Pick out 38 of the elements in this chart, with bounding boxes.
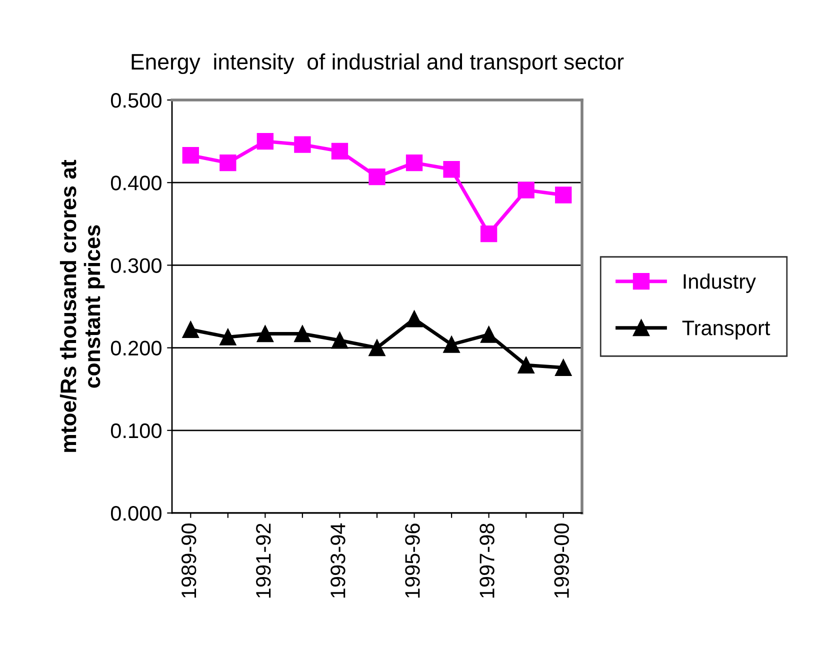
chart-title: Energy intensity of industrial and transport sector [132,53,624,74]
y-tick-label: 0.100 [110,423,162,438]
point [480,225,498,242]
point [555,359,572,376]
y-tick-label: 0.000 [110,506,162,521]
point [406,154,423,172]
y-axis-title: mtoe/Rs thousand crores at constant prices [60,160,105,452]
x-tick-label: 1995-96 [405,524,420,598]
x-tick-label: 1997-98 [480,524,494,598]
point [368,168,386,186]
point [406,310,423,328]
point [443,336,460,353]
point [518,356,534,374]
point [182,147,199,164]
point [220,328,236,346]
point [480,326,498,343]
point [443,161,460,178]
x-tick-label: 1993-94 [330,523,346,598]
point [555,186,572,204]
legend-label: Transport [682,320,770,340]
point [368,339,386,356]
x-tick-label: 1991-92 [256,524,271,598]
y-tick-label: 0.300 [110,258,162,273]
x-tick-label: 1999-00 [554,524,569,598]
point [518,182,534,198]
point [331,332,348,349]
y-tick-label: 0.500 [110,93,162,108]
point [256,132,274,150]
y-tick-label: 0.400 [110,176,162,190]
point [294,325,311,342]
point [294,136,311,153]
x-tick-label: 1989-90 [181,524,196,598]
point [220,154,236,172]
legend-label: Industry [684,274,756,293]
point [256,325,274,342]
y-tick-label: 0.200 [110,340,162,356]
point [331,142,348,160]
point [182,321,199,338]
